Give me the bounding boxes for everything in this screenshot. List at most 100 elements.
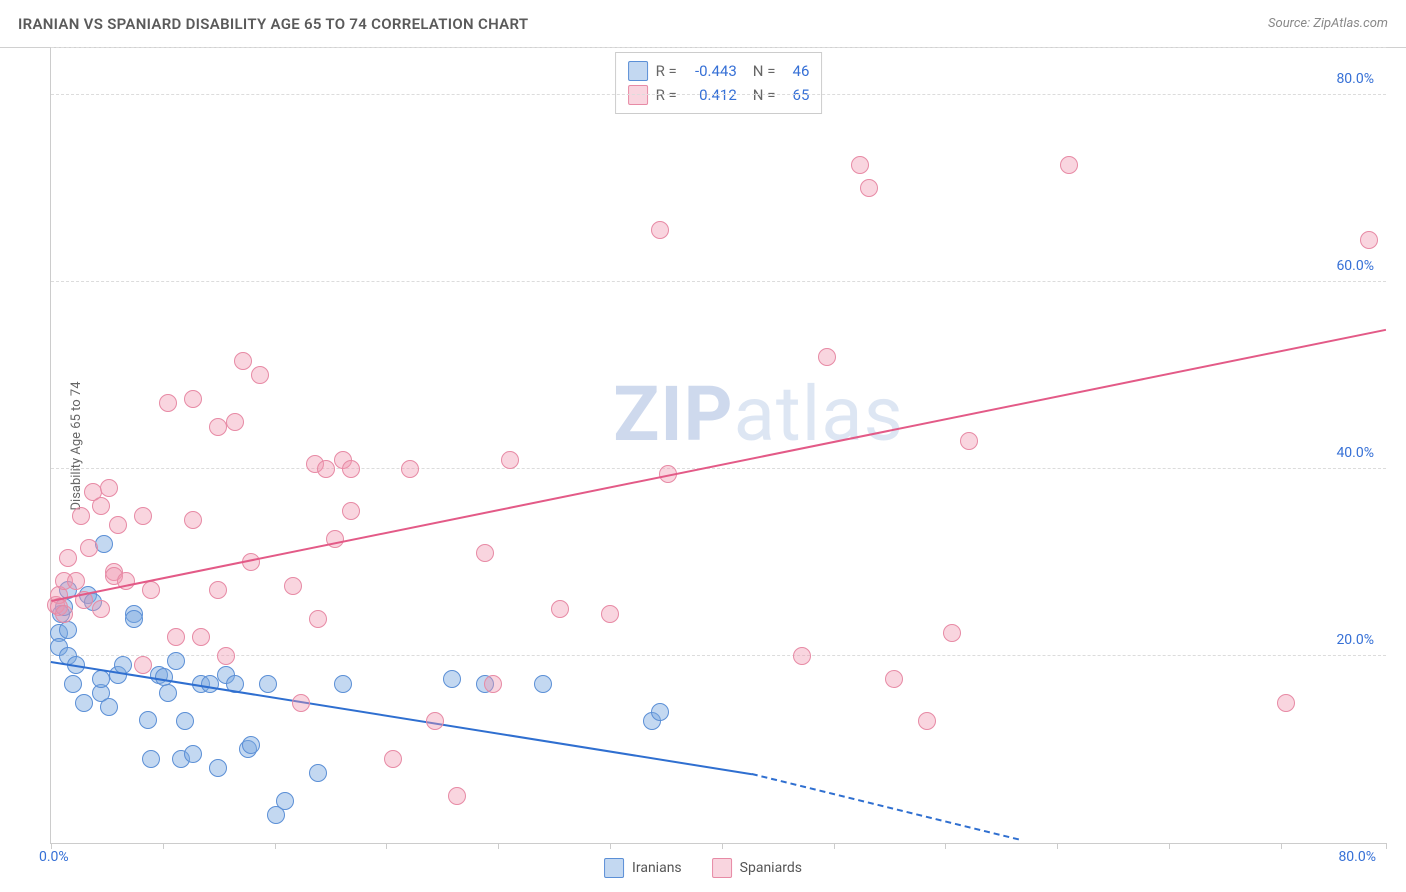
x-tick bbox=[386, 843, 387, 849]
watermark: ZIPatlas bbox=[613, 369, 904, 459]
scatter-point-spaniards bbox=[476, 544, 494, 562]
scatter-point-spaniards bbox=[234, 352, 252, 370]
scatter-point-iranians bbox=[176, 712, 194, 730]
scatter-point-iranians bbox=[309, 764, 327, 782]
legend-n-value: 46 bbox=[783, 59, 809, 83]
scatter-point-spaniards bbox=[885, 670, 903, 688]
scatter-point-spaniards bbox=[960, 432, 978, 450]
scatter-point-iranians bbox=[167, 652, 185, 670]
y-tick-label: 80.0% bbox=[1336, 71, 1374, 87]
legend-swatch-spaniards bbox=[628, 85, 648, 105]
scatter-point-spaniards bbox=[92, 600, 110, 618]
scatter-point-spaniards bbox=[100, 479, 118, 497]
scatter-point-spaniards bbox=[292, 694, 310, 712]
scatter-point-iranians bbox=[92, 670, 110, 688]
scatter-point-iranians bbox=[125, 610, 143, 628]
legend-r-label: R = bbox=[656, 59, 677, 83]
scatter-point-spaniards bbox=[226, 413, 244, 431]
scatter-point-spaniards bbox=[59, 549, 77, 567]
footer-legend-item-spaniards: Spaniards bbox=[712, 858, 802, 878]
scatter-point-iranians bbox=[100, 698, 118, 716]
legend-swatch-iranians bbox=[604, 858, 624, 878]
x-tick bbox=[163, 843, 164, 849]
scatter-point-spaniards bbox=[134, 656, 152, 674]
chart-title: IRANIAN VS SPANIARD DISABILITY AGE 65 TO… bbox=[18, 15, 528, 33]
legend-r-value: -0.443 bbox=[685, 59, 737, 83]
scatter-point-spaniards bbox=[1360, 231, 1378, 249]
scatter-point-spaniards bbox=[80, 539, 98, 557]
x-tick bbox=[722, 843, 723, 849]
scatter-point-iranians bbox=[59, 621, 77, 639]
scatter-point-spaniards bbox=[943, 624, 961, 642]
scatter-point-iranians bbox=[209, 759, 227, 777]
scatter-point-spaniards bbox=[209, 418, 227, 436]
scatter-point-spaniards bbox=[651, 221, 669, 239]
scatter-point-spaniards bbox=[134, 507, 152, 525]
x-tick bbox=[1386, 843, 1387, 849]
chart-source: Source: ZipAtlas.com bbox=[1268, 16, 1388, 31]
scatter-point-iranians bbox=[651, 703, 669, 721]
legend-row-spaniards: R = 0.412 N = 65 bbox=[628, 83, 810, 107]
scatter-point-spaniards bbox=[317, 460, 335, 478]
scatter-point-iranians bbox=[184, 745, 202, 763]
scatter-point-spaniards bbox=[1060, 156, 1078, 174]
scatter-point-spaniards bbox=[184, 511, 202, 529]
grid-line bbox=[51, 281, 1386, 282]
footer-legend-label: Spaniards bbox=[740, 860, 802, 876]
grid-line bbox=[51, 94, 1386, 95]
legend-swatch-spaniards bbox=[712, 858, 732, 878]
scatter-point-iranians bbox=[64, 675, 82, 693]
scatter-point-iranians bbox=[201, 675, 219, 693]
grid-line bbox=[51, 655, 1386, 656]
scatter-point-spaniards bbox=[217, 647, 235, 665]
scatter-point-spaniards bbox=[793, 647, 811, 665]
x-tick bbox=[51, 843, 52, 849]
scatter-point-iranians bbox=[259, 675, 277, 693]
y-tick-label: 20.0% bbox=[1336, 632, 1374, 648]
scatter-point-spaniards bbox=[284, 577, 302, 595]
watermark-bold: ZIP bbox=[613, 369, 733, 459]
footer-legend-item-iranians: Iranians bbox=[604, 858, 682, 878]
scatter-point-spaniards bbox=[251, 366, 269, 384]
scatter-point-spaniards bbox=[860, 179, 878, 197]
scatter-point-iranians bbox=[276, 792, 294, 810]
series-legend: Iranians Spaniards bbox=[604, 858, 802, 878]
legend-r-label: R = bbox=[656, 83, 677, 107]
x-tick bbox=[275, 843, 276, 849]
trend-line-iranians bbox=[751, 773, 1018, 840]
chart-header: IRANIAN VS SPANIARD DISABILITY AGE 65 TO… bbox=[0, 0, 1406, 48]
y-tick-label: 60.0% bbox=[1336, 258, 1374, 274]
legend-r-value: 0.412 bbox=[685, 83, 737, 107]
x-tick bbox=[834, 843, 835, 849]
scatter-point-spaniards bbox=[209, 581, 227, 599]
scatter-point-iranians bbox=[534, 675, 552, 693]
scatter-point-spaniards bbox=[142, 581, 160, 599]
scatter-point-spaniards bbox=[401, 460, 419, 478]
scatter-point-spaniards bbox=[159, 394, 177, 412]
scatter-point-spaniards bbox=[918, 712, 936, 730]
scatter-point-spaniards bbox=[448, 787, 466, 805]
scatter-point-spaniards bbox=[167, 628, 185, 646]
x-axis-min: 0.0% bbox=[39, 849, 69, 865]
correlation-legend: R = -0.443 N = 46 R = 0.412 N = 65 bbox=[615, 52, 823, 114]
scatter-point-spaniards bbox=[342, 502, 360, 520]
scatter-point-spaniards bbox=[309, 610, 327, 628]
legend-row-iranians: R = -0.443 N = 46 bbox=[628, 59, 810, 83]
x-tick bbox=[945, 843, 946, 849]
x-tick bbox=[1281, 843, 1282, 849]
scatter-point-iranians bbox=[443, 670, 461, 688]
scatter-point-spaniards bbox=[72, 507, 90, 525]
legend-n-value: 65 bbox=[783, 83, 809, 107]
x-axis-max: 80.0% bbox=[1338, 849, 1376, 865]
x-tick bbox=[1169, 843, 1170, 849]
legend-n-label: N = bbox=[753, 83, 776, 107]
scatter-point-iranians bbox=[155, 668, 173, 686]
plot-area: ZIPatlas R =-0.443N =46R =0.412N =65 0.0… bbox=[50, 48, 1386, 844]
legend-swatch-iranians bbox=[628, 61, 648, 81]
scatter-point-spaniards bbox=[1277, 694, 1295, 712]
scatter-point-iranians bbox=[334, 675, 352, 693]
scatter-point-iranians bbox=[242, 736, 260, 754]
scatter-point-spaniards bbox=[551, 600, 569, 618]
legend-n-label: N = bbox=[753, 59, 776, 83]
x-tick bbox=[498, 843, 499, 849]
